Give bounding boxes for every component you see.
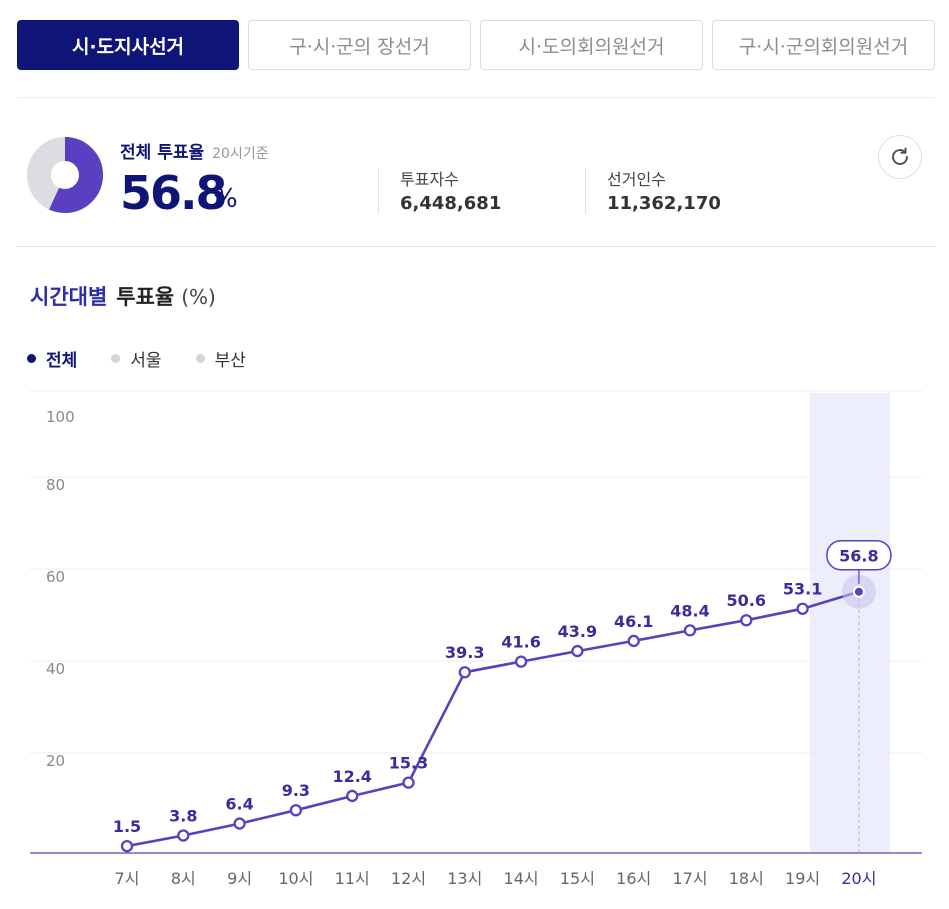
tab-provincial-council[interactable]: 시·도의회의원선거 (480, 20, 703, 70)
x-tick-label: 13시 (447, 869, 482, 888)
legend-dot (27, 354, 36, 363)
x-tick-label: 8시 (171, 869, 196, 888)
series-line-total (126, 590, 860, 848)
x-tick-label: 12시 (391, 869, 426, 888)
voters-label: 투표자수 (400, 170, 459, 189)
x-tick-label: 20시 (841, 869, 876, 888)
y-tick-label: 80 (46, 476, 65, 494)
stat-divider (585, 168, 586, 214)
x-tick-label: 7시 (115, 869, 140, 888)
legend-label: 서울 (130, 351, 162, 371)
legend-dot (195, 354, 205, 363)
x-tick-label: 9시 (227, 869, 252, 888)
legend-item-total[interactable]: 전체 (27, 346, 77, 371)
stat-divider (378, 168, 379, 214)
x-tick-label: 17시 (672, 869, 707, 888)
callout-bubble (826, 539, 892, 571)
donut-turnout-segment (27, 137, 103, 213)
divider (17, 246, 935, 247)
divider (17, 97, 935, 98)
data-label: 46.1 (614, 612, 653, 631)
y-tick-label: 20 (46, 752, 65, 770)
data-point (402, 776, 415, 789)
x-tick-label: 10시 (278, 869, 313, 888)
electorate-label: 선거인수 (607, 170, 666, 189)
data-label: 48.4 (670, 601, 709, 620)
data-label: 50.6 (727, 591, 766, 610)
data-label: 43.9 (558, 622, 597, 641)
section-title: 시간대별 투표율 (%) (30, 281, 216, 311)
time-basis: 20시기준 (212, 146, 269, 162)
legend-item-busan[interactable]: 부산 (195, 346, 246, 371)
legend-dot (111, 354, 121, 363)
data-label: 56.8 (839, 547, 878, 566)
y-tick-label: 100 (46, 408, 75, 426)
data-point (796, 602, 809, 615)
refresh-button[interactable] (878, 135, 922, 179)
data-point (854, 587, 863, 596)
x-tick-label: 19시 (785, 869, 820, 888)
tab-municipal-council[interactable]: 구·시·군의회의원선거 (712, 20, 935, 70)
data-label: 1.5 (113, 817, 141, 836)
turnout-label: 전체 투표율 (120, 143, 205, 163)
turnout-donut-chart (27, 137, 103, 213)
data-point (571, 644, 584, 658)
data-label: 39.3 (445, 643, 484, 662)
voters-value: 6,448,681 (400, 193, 502, 214)
x-tick-label: 18시 (729, 869, 764, 888)
turnout-rate-unit: % (213, 184, 238, 214)
electorate-value: 11,362,170 (607, 193, 721, 214)
x-tick-label: 16시 (616, 869, 651, 888)
data-point (514, 655, 528, 668)
turnout-rate: 56.8 (120, 166, 227, 220)
y-tick-label: 60 (46, 568, 65, 586)
data-label: 41.6 (501, 633, 540, 652)
turnout-summary: 전체 투표율 20시기준 56.8 % 투표자수 6,448,681 선거인수 … (17, 118, 935, 228)
legend-label: 부산 (214, 351, 246, 371)
data-label: 9.3 (282, 781, 310, 800)
refresh-icon (892, 147, 908, 165)
data-point (627, 634, 640, 648)
data-point (346, 789, 359, 803)
x-tick-label: 11시 (335, 869, 370, 888)
chart-legend: 전체 서울 부산 (27, 346, 280, 371)
data-point (683, 624, 697, 637)
data-label: 3.8 (169, 807, 197, 826)
x-tick-label: 14시 (504, 869, 539, 888)
election-type-tabs: 시·도지사선거 구·시·군의 장선거 시·도의회의원선거 구·시·군의회의원선거 (17, 20, 935, 72)
data-label: 6.4 (225, 795, 253, 814)
hourly-turnout-chart: 20 40 60 80 100 1.5 7시 3.8 8시 6.4 9시 9.3 10시 12.4 11시 1… (30, 390, 922, 888)
tab-municipal-head[interactable]: 구·시·군의 장선거 (248, 20, 471, 70)
x-tick-label: 15시 (560, 869, 595, 888)
section-title-unit: (%) (181, 285, 216, 309)
data-point (233, 817, 246, 830)
data-point (289, 804, 303, 817)
legend-label: 전체 (46, 351, 78, 371)
y-tick-label: 40 (46, 660, 65, 678)
data-point (740, 614, 753, 627)
section-title-time: 시간대별 (30, 285, 108, 309)
data-point (120, 839, 134, 853)
data-point (458, 666, 471, 679)
highlight-band (809, 393, 890, 853)
section-title-turnout: 투표율 (116, 285, 175, 309)
tab-governor[interactable]: 시·도지사선거 (17, 20, 239, 70)
turnout-label-row: 전체 투표율 20시기준 (120, 138, 269, 163)
data-point (177, 829, 190, 842)
data-label: 12.4 (332, 767, 371, 786)
legend-item-seoul[interactable]: 서울 (111, 346, 162, 371)
data-label: 15.3 (389, 754, 428, 773)
data-label: 53.1 (783, 580, 822, 599)
